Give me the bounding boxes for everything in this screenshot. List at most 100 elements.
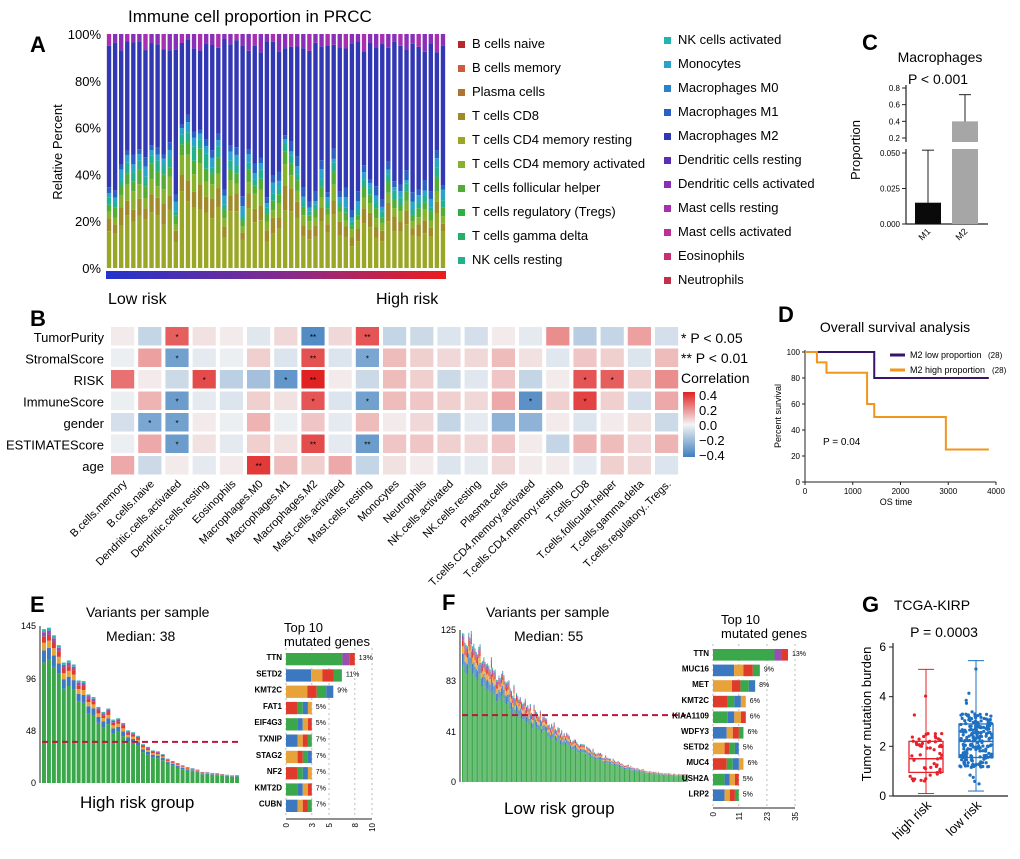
b-heat-cell	[573, 434, 597, 453]
variants-bar-segment	[596, 753, 598, 755]
variants-bar-segment	[121, 724, 126, 726]
variants-bar-segment	[56, 651, 61, 657]
gene-bar-segment	[302, 750, 308, 764]
a-bar-segment	[434, 213, 440, 268]
b-sig-mark: *	[366, 354, 369, 363]
gene-bar-segment	[302, 734, 308, 747]
a-bar-segment	[398, 204, 403, 212]
g-point	[963, 719, 967, 723]
c-ytick-label: 0.025	[880, 185, 901, 194]
variants-bar-segment	[150, 750, 155, 752]
b-heat-cell	[437, 327, 461, 346]
variants-bar-segment	[546, 732, 548, 782]
variants-bar-segment	[602, 763, 604, 782]
variants-bar-segment	[538, 725, 540, 731]
a-bar-segment	[295, 180, 300, 191]
variants-bar-segment	[581, 743, 583, 745]
variants-bar-segment	[548, 724, 550, 726]
a-bar-segment	[386, 202, 391, 222]
variants-bar-segment	[553, 730, 555, 735]
b-sig-mark: *	[203, 376, 206, 385]
variants-bar-segment	[225, 775, 230, 777]
a-bar-segment	[313, 209, 318, 218]
variants-bar-segment	[657, 773, 659, 774]
a-bar-segment	[276, 217, 282, 229]
a-bar-segment	[392, 199, 397, 209]
variants-bar-segment	[490, 659, 492, 664]
variants-bar-segment	[165, 762, 170, 765]
variants-bar-segment	[531, 722, 533, 728]
b-heat-cell	[519, 434, 543, 453]
variants-bar-segment	[488, 675, 490, 682]
variants-bar-segment	[61, 688, 66, 783]
a-bar-segment	[125, 34, 130, 42]
a-ytick-label: 60%	[75, 121, 101, 136]
panel-g-pvalue: P = 0.0003	[910, 624, 978, 640]
a-bar-segment	[173, 230, 179, 243]
a-bar-segment	[155, 44, 160, 148]
variants-bar-segment	[681, 775, 683, 776]
a-bar-segment	[131, 221, 136, 268]
gene-pct-label: 11%	[346, 671, 360, 678]
variants-bar-segment	[647, 773, 649, 774]
gene-bar-segment	[734, 711, 741, 723]
a-bar-segment	[367, 194, 373, 204]
a-bar-segment	[428, 191, 434, 199]
variants-bar-segment	[618, 763, 620, 764]
variants-bar-segment	[616, 762, 618, 764]
variants-bar-segment	[533, 714, 535, 721]
variants-bar-segment	[575, 748, 577, 782]
a-bar-segment	[191, 34, 197, 49]
variants-bar-segment	[587, 750, 589, 753]
b-row-label: StromalScore	[25, 351, 104, 366]
variants-bar-segment	[220, 775, 225, 783]
b-heat-cell	[165, 434, 189, 453]
a-bar-segment	[143, 198, 148, 209]
gene-bar-segment	[286, 653, 343, 666]
variants-bar-segment	[503, 698, 505, 782]
b-sig-mark: *	[175, 397, 178, 406]
a-bar-segment	[355, 229, 361, 242]
variants-bar-segment	[484, 664, 486, 668]
gene-bar-segment	[734, 695, 741, 708]
variants-bar-segment	[652, 772, 654, 774]
variants-bar-segment	[661, 773, 663, 775]
a-bar-segment	[106, 45, 112, 188]
variants-bar-segment	[522, 707, 524, 711]
variants-bar-segment	[523, 713, 525, 720]
g-point	[971, 745, 976, 749]
variants-bar-segment	[528, 718, 530, 725]
variants-bar-segment	[46, 627, 51, 631]
b-heat-cell	[491, 370, 515, 389]
variants-bar-segment	[86, 706, 91, 714]
variants-bar-segment	[160, 756, 165, 758]
variants-bar-segment	[512, 707, 514, 715]
a-bar-segment	[264, 207, 270, 215]
variants-bar-segment	[576, 750, 578, 782]
variants-bar-segment	[462, 653, 464, 666]
variants-bar-segment	[549, 727, 551, 729]
a-bar-segment	[313, 42, 318, 192]
variants-bar-segment	[558, 729, 560, 731]
g-point	[984, 761, 988, 765]
a-bar-segment	[203, 34, 209, 44]
variants-bar-segment	[590, 751, 592, 753]
a-bar-segment	[125, 154, 130, 163]
a-bar-segment	[197, 184, 203, 210]
variants-bar-segment	[479, 650, 481, 657]
variants-bar-segment	[646, 772, 648, 773]
variants-bar-segment	[478, 649, 480, 654]
a-bar-segment	[355, 241, 361, 268]
a-bar-segment	[428, 227, 434, 237]
variants-bar-segment	[547, 736, 549, 782]
panel-g-title: TCGA-KIRP	[894, 597, 970, 613]
a-legend-swatch	[458, 113, 465, 120]
b-heat-cell	[192, 456, 216, 475]
a-bar-segment	[349, 225, 355, 230]
g-point	[932, 748, 936, 752]
a-bar-segment	[325, 202, 330, 209]
variants-bar-segment	[91, 698, 96, 702]
g-point	[928, 773, 932, 777]
variants-bar-segment	[116, 719, 121, 722]
variants-bar-segment	[195, 770, 200, 772]
